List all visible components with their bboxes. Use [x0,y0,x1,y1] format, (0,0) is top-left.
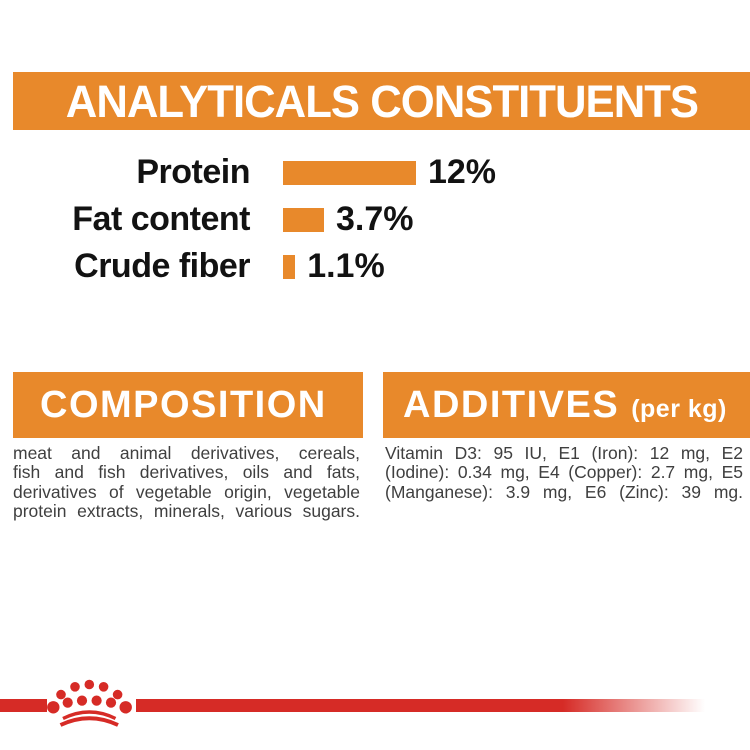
composition-line: derivatives of vegetable origin, vegetab… [13,481,360,502]
footer-rule-right [136,699,705,712]
additives-title: ADDITIVES [403,383,620,426]
additives-section: ADDITIVES (per kg) Vitamin D3: 95 IU, E1 … [383,372,750,502]
analyticals-header-band: ANALYTICALS CONSTITUENTS [13,72,750,130]
analyticals-chart: Protein 12% Fat content 3.7% Crude fiber 1.1% [0,149,750,290]
composition-text: meat and animal derivatives, cereals, fi… [13,443,360,522]
additives-header-band: ADDITIVES (per kg) [383,372,750,438]
footer-rule-left [0,699,47,712]
chart-category-label: Fat content [72,200,250,238]
composition-line: meat and animal derivatives, cereals, [13,443,360,463]
additives-unit-note: (per kg) [631,394,727,423]
chart-value-label: 12% [427,153,497,191]
chart-bar [283,207,324,232]
additives-text: Vitamin D3: 95 IU, E1 (Iron): 12 mg, E2 … [385,443,743,502]
composition-header-band: COMPOSITION [13,372,363,438]
composition-title: COMPOSITION [40,383,327,426]
additives-line: Vitamin D3: 95 IU, E1 (Iron): 12 mg, E2 [385,443,743,463]
chart-value-label: 3.7% [335,200,414,238]
additives-line: (Iodine): 0.34 mg, E4 (Copper): 2.7 mg, … [385,462,743,483]
composition-line: protein extracts, minerals, various suga… [13,501,360,522]
chart-bar [283,254,296,279]
additives-line: (Manganese): 3.9 mg, E6 (Zinc): 39 mg. [385,481,743,502]
royal-canin-crown-logo [47,679,132,727]
chart-category-label: Protein [136,153,250,191]
chart-row: Crude fiber 1.1% [0,243,750,290]
chart-category-label: Crude fiber [74,247,250,285]
chart-row: Fat content 3.7% [0,196,750,243]
analyticals-title: ANALYTICALS CONSTITUENTS [65,76,698,127]
chart-bar [283,160,416,185]
composition-line: fish and fish derivatives, oils and fats… [13,462,360,483]
chart-value-label: 1.1% [307,247,385,285]
composition-section: COMPOSITION meat and animal derivatives,… [13,372,363,522]
additives-title-group: ADDITIVES (per kg) [403,384,727,427]
chart-row: Protein 12% [0,149,750,196]
